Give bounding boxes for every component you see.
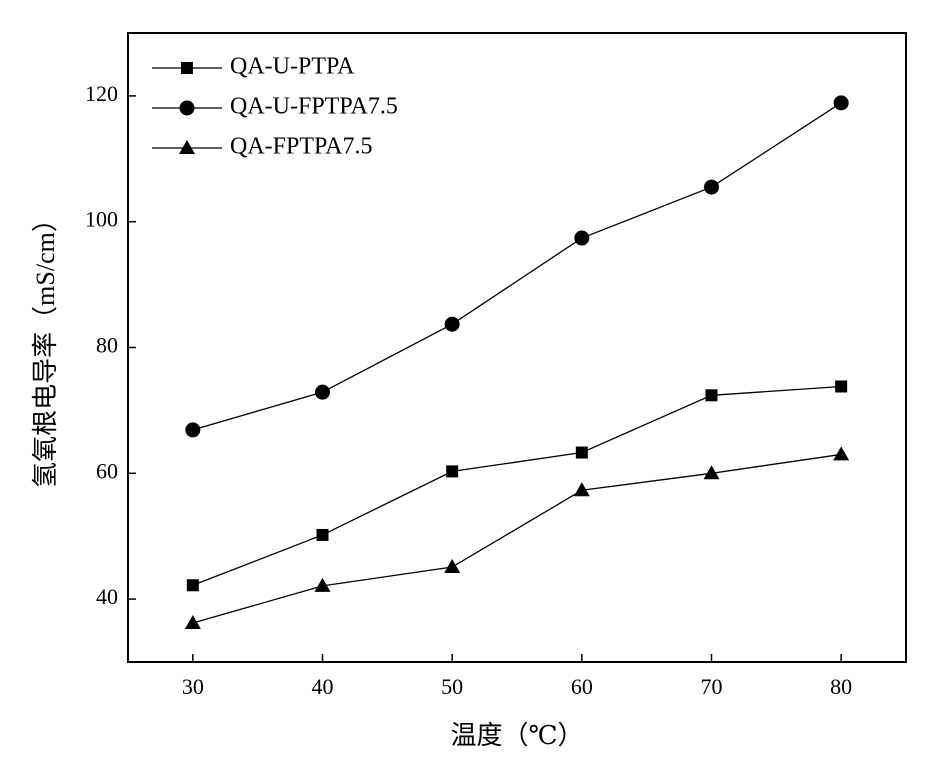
marker xyxy=(704,180,719,195)
x-axis-label: 温度（℃） xyxy=(450,721,583,750)
x-tick-label: 70 xyxy=(701,674,723,699)
marker xyxy=(317,529,329,541)
marker xyxy=(181,62,193,74)
marker xyxy=(834,95,849,110)
x-tick-label: 40 xyxy=(312,674,334,699)
y-axis-label: 氢氧根电导率（mS/cm） xyxy=(31,206,60,488)
y-tick-label: 80 xyxy=(96,333,118,358)
plot-frame xyxy=(128,33,906,662)
marker xyxy=(185,422,200,437)
marker xyxy=(833,446,849,460)
y-tick-label: 100 xyxy=(85,207,118,232)
marker xyxy=(179,140,195,154)
x-tick-label: 50 xyxy=(441,674,463,699)
legend-label: QA-FPTPA7.5 xyxy=(230,134,373,160)
marker xyxy=(187,579,199,591)
marker xyxy=(315,385,330,400)
marker xyxy=(445,317,460,332)
marker xyxy=(576,447,588,459)
legend-label: QA-U-PTPA xyxy=(230,54,355,80)
legend-label: QA-U-FPTPA7.5 xyxy=(230,94,398,120)
marker xyxy=(180,101,195,116)
x-tick-label: 30 xyxy=(182,674,204,699)
y-tick-label: 120 xyxy=(85,81,118,106)
marker xyxy=(835,380,847,392)
x-tick-label: 60 xyxy=(571,674,593,699)
marker xyxy=(446,465,458,477)
x-tick-label: 80 xyxy=(830,674,852,699)
marker xyxy=(574,231,589,246)
y-tick-label: 40 xyxy=(96,584,118,609)
series-line xyxy=(193,386,841,585)
marker xyxy=(444,559,460,573)
y-tick-label: 60 xyxy=(96,458,118,483)
marker xyxy=(706,389,718,401)
series-line xyxy=(193,454,841,623)
